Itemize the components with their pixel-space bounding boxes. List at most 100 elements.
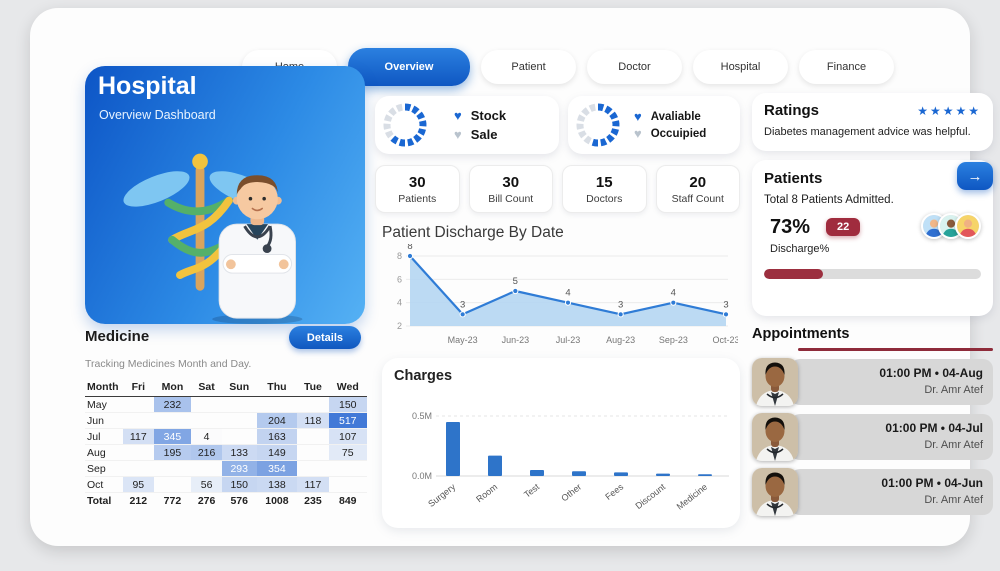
table-cell [297,396,329,413]
table-cell: 75 [328,444,367,461]
main-card: HomeOverviewPatientDoctorHospitalFinance… [30,8,993,546]
table-cell [297,428,329,445]
table-cell: 517 [328,412,367,429]
medicine-table: Month Fri Mon Sat Sun Thu Tue Wed May 232 150 Jun 20… [85,379,367,508]
table-cell: 354 [256,460,298,477]
appointment-item[interactable]: 01:00 PM • 04-Aug Dr. Amr Atef [752,358,993,406]
svg-text:Discount: Discount [633,481,667,511]
table-cell [221,396,257,413]
appointment-bar [790,469,993,515]
blue-heart-icon: ♥ [454,108,462,123]
gauge-label-stock: ♥ Stock [454,108,506,123]
table-cell: 163 [256,428,298,445]
gauge-label-text: Occuipied [650,127,707,140]
table-cell: 195 [153,444,192,461]
table-cell: 150 [328,396,367,413]
table-header: Month [85,379,123,397]
doctor-photo [752,413,798,461]
table-header: Fri [123,379,154,397]
table-row: Jul 117 345 4 163 107 [85,428,367,445]
appointment-doctor: Dr. Amr Atef [924,494,983,506]
table-cell: 216 [191,444,222,461]
appointments-divider [798,348,993,351]
svg-text:5: 5 [513,276,518,287]
stat-value: 30 [408,173,426,191]
svg-text:Room: Room [474,482,499,505]
doctor-illustration [123,153,303,324]
patient-count-badge: 22 [826,218,861,236]
tab-patient[interactable]: Patient [481,50,576,84]
svg-text:4: 4 [671,288,676,299]
svg-text:Surgery: Surgery [426,481,457,509]
table-cell [153,476,192,493]
app-title: Hospital [98,72,197,100]
table-cell [328,476,367,493]
stock-sale-labels: ♥ Stock ♥ Sale [454,108,506,142]
appointment-item[interactable]: 01:00 PM • 04-Jul Dr. Amr Atef [752,413,993,461]
table-cell: 276 [191,492,222,508]
tab-doctor[interactable]: Doctor [587,50,682,84]
table-header: Sat [191,379,222,397]
table-cell: 138 [256,476,298,493]
table-header: Mon [153,379,192,397]
table-cell: 204 [256,412,298,429]
tab-overview[interactable]: Overview [348,48,470,86]
table-cell [123,396,154,413]
ratings-title: Ratings [764,102,820,119]
table-cell: 117 [297,476,329,493]
table-cell [123,412,154,429]
available-occupied-labels: ♥ Avaliable ♥ Occuipied [634,110,706,140]
svg-text:Jul-23: Jul-23 [556,335,581,345]
discharge-progress-fill [764,269,823,279]
table-header: Wed [328,379,367,397]
stat-patients: 30 Patients [375,165,460,213]
discharge-progress-bar [764,269,981,279]
table-cell: 107 [328,428,367,445]
patient-avatar [955,213,981,239]
gauge-label-text: Stock [470,108,507,123]
available-occupied-donut [576,103,620,147]
table-header: Tue [297,379,329,397]
available-occupied-card: ♥ Avaliable ♥ Occuipied [568,96,740,154]
discharge-percent-label: Discharge% [770,243,830,255]
svg-text:Test: Test [522,481,542,499]
tab-hospital[interactable]: Hospital [693,50,788,84]
table-cell [221,428,257,445]
tab-finance[interactable]: Finance [799,50,894,84]
stat-value: 15 [595,173,613,191]
table-cell: 235 [297,492,329,508]
table-cell: 117 [123,428,154,445]
next-arrow-button[interactable]: → [957,162,993,190]
table-cell: 118 [297,412,329,429]
table-cell: 133 [221,444,257,461]
appointments-card: Appointments 01:00 PM • 04-Aug Dr. Amr At… [752,326,993,516]
svg-text:3: 3 [618,299,623,310]
svg-text:4: 4 [565,288,570,299]
rating-review-text: Diabetes management advice was helpful. [764,126,971,138]
svg-text:0.0M: 0.0M [412,471,432,481]
table-row: May 232 150 [85,396,367,413]
stat-label: Patients [398,192,437,205]
discharge-line-chart[interactable]: 8 6 4 2 8 3 5 4 3 4 3 May-23 Jun-23 Jul-23 Aug-23 Sep-2… [382,244,738,354]
appointment-time: 01:00 PM • 04-Jun [881,476,983,490]
table-cell [153,412,192,429]
appointment-item[interactable]: 01:00 PM • 04-Jun Dr. Amr Atef [752,468,993,516]
appointments-title: Appointments [752,326,850,342]
table-row: Jun 204 118 517 [85,412,367,429]
table-cell [297,460,329,477]
svg-text:Other: Other [559,482,583,504]
table-cell: 1008 [256,492,298,508]
appointment-time: 01:00 PM • 04-Aug [879,366,983,380]
table-row: Oct 95 56 150 138 117 [85,476,367,493]
svg-text:Sep-23: Sep-23 [659,335,688,345]
charges-chart-title: Charges [394,368,453,384]
svg-text:Jun-23: Jun-23 [502,335,530,345]
gray-heart-icon: ♥ [634,126,642,141]
details-button[interactable]: Details [288,326,361,349]
svg-text:8: 8 [397,251,402,261]
app-subtitle: Overview Dashboard [99,108,216,122]
stat-value: 20 [689,173,707,191]
table-cell [221,412,257,429]
